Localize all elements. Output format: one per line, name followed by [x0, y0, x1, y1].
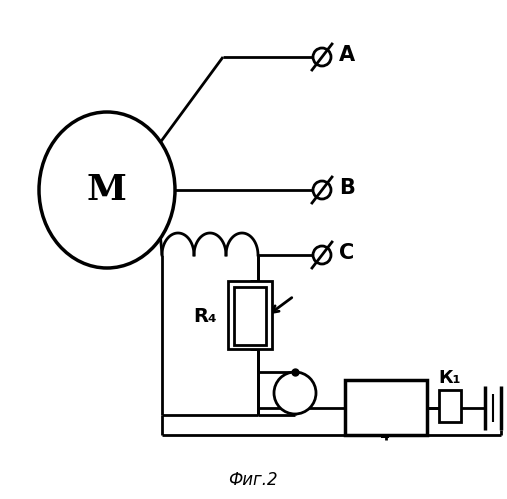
Bar	[345, 380, 427, 435]
Text: A: A	[339, 45, 355, 65]
Text: М: М	[87, 173, 127, 207]
Circle shape	[274, 372, 316, 414]
Text: B: B	[339, 178, 355, 198]
Text: V: V	[289, 386, 301, 401]
Bar	[439, 390, 461, 422]
Text: C: C	[339, 243, 354, 263]
Text: Фиг.2: Фиг.2	[228, 471, 278, 489]
Text: R₄: R₄	[193, 306, 217, 325]
Bar	[234, 287, 266, 345]
Text: К249КН1: К249КН1	[381, 378, 391, 437]
Bar	[228, 281, 272, 349]
Text: К₁: К₁	[439, 369, 461, 387]
